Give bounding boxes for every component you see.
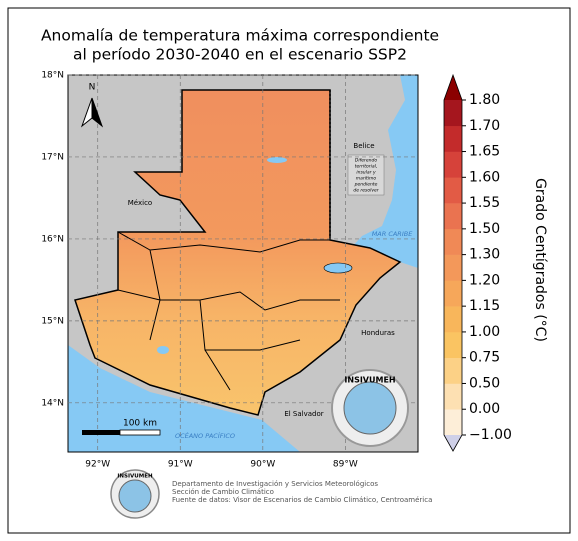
colorbar-tick-label: 1.60 <box>469 169 500 185</box>
colorbar-tick-label: 0.50 <box>469 375 500 391</box>
place-label: Belice <box>353 142 374 150</box>
colorbar-band <box>444 177 462 204</box>
place-label: de resolver <box>353 188 379 194</box>
colorbar-band <box>444 409 462 436</box>
lat-label: 18°N <box>41 71 64 81</box>
colorbar-band <box>444 151 462 178</box>
colorbar-band <box>444 306 462 333</box>
lat-label: 14°N <box>41 398 64 408</box>
lon-label: 89°W <box>333 460 358 470</box>
title-line: al período 2030-2040 en el escenario SSP… <box>73 46 407 64</box>
colorbar-tick-label: 1.65 <box>469 144 500 160</box>
north-arrow <box>91 97 104 128</box>
place-label: OCÉANO PACÍFICO <box>175 431 235 440</box>
colorbar-tick-label: 1.70 <box>469 118 500 134</box>
place-label: México <box>128 199 152 207</box>
colorbar-tick-label: 0.75 <box>469 350 500 366</box>
footer-line: Departamento de Investigación y Servicio… <box>172 480 378 488</box>
lake <box>157 346 169 354</box>
colorbar: −1.00 0.00 0.50 0.75 1.00 1.15 1.20 1.30 1.50 1.5… <box>443 73 512 452</box>
colorbar-tick-label: −1.00 <box>469 427 512 443</box>
colorbar-band <box>444 280 462 307</box>
map: México Belice Diferendo territorial, ins… <box>67 74 419 453</box>
colorbar-band <box>444 383 462 410</box>
place-label: Diferendo <box>355 158 377 164</box>
scale-label: 100 km <box>123 419 157 429</box>
place-label: territorial, <box>355 164 378 170</box>
pacific <box>68 345 300 452</box>
place-label: El Salvador <box>284 410 323 418</box>
colorbar-tick-label: 1.30 <box>469 247 500 263</box>
footer-line: Fuente de datos: Visor de Escenarios de … <box>172 496 432 504</box>
lake <box>267 157 287 163</box>
colorbar-tick-label: 1.80 <box>469 92 500 108</box>
lon-label: 92°W <box>85 460 110 470</box>
colorbar-label: Grado Centígrados (°C) <box>532 178 548 342</box>
colorbar-band <box>444 254 462 281</box>
colorbar-tick-label: 1.15 <box>469 298 500 314</box>
lake <box>323 262 353 274</box>
place-label: pendiente <box>354 182 378 188</box>
colorbar-over <box>444 75 462 100</box>
place-label: MAR CARIBE <box>372 230 414 238</box>
lat-label: 17°N <box>41 152 64 162</box>
lon-label: 91°W <box>168 460 193 470</box>
colorbar-tick-label: 1.55 <box>469 195 500 211</box>
frame <box>7 7 571 534</box>
guatemala <box>74 89 402 416</box>
scale-bar <box>119 429 161 436</box>
footer-line: Sección de Cambio Climático <box>172 488 274 496</box>
colorbar-band <box>444 125 462 152</box>
colorbar-band <box>444 203 462 230</box>
colorbar-band <box>444 357 462 384</box>
place-label: Honduras <box>361 329 395 337</box>
footer-logo-text: INSIVUMEH <box>117 474 153 480</box>
lat-label: 16°N <box>41 234 64 244</box>
colorbar-tick-label: 1.00 <box>469 324 500 340</box>
colorbar-band <box>444 228 462 255</box>
place-label: insular y <box>356 170 376 176</box>
dispute-box <box>347 154 385 196</box>
departments <box>117 231 340 391</box>
title-line: Anomalía de temperatura máxima correspon… <box>41 27 439 45</box>
colorbar-tick-label: 1.20 <box>469 272 500 288</box>
lat-label: 15°N <box>41 316 64 326</box>
colorbar-under <box>444 435 462 451</box>
north-label: N <box>89 83 96 93</box>
lon-label: 90°W <box>250 460 275 470</box>
scale-bar <box>82 430 120 435</box>
logo-text: INSIVUMEH <box>344 376 395 385</box>
colorbar-tick-label: 1.50 <box>469 221 500 237</box>
colorbar-band <box>444 331 462 358</box>
logo <box>343 381 397 435</box>
colorbar-tick-label: 0.00 <box>469 401 500 417</box>
caribbean <box>352 75 418 268</box>
colorbar-band <box>444 100 462 127</box>
footer-logo <box>118 479 152 513</box>
place-label: marítimo <box>356 175 377 182</box>
